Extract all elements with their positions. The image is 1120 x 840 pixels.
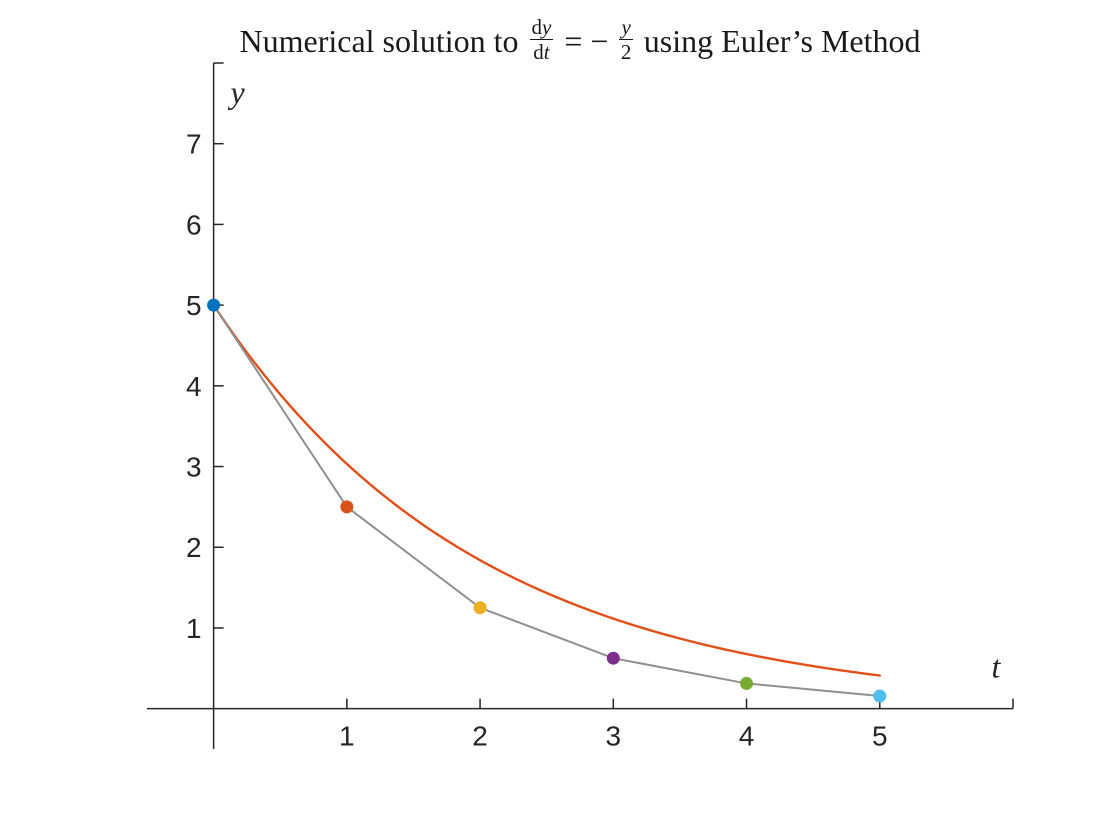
x-tick-label: 3 bbox=[606, 721, 622, 752]
title-frac2-den: 2 bbox=[620, 40, 632, 64]
y-tick-label: 5 bbox=[186, 290, 202, 321]
title-frac1-num-d: d bbox=[531, 15, 543, 40]
euler-steps-line bbox=[212, 304, 880, 698]
title-prefix: Numerical solution to bbox=[239, 22, 519, 59]
title-fraction-y2: y 2 bbox=[619, 15, 633, 64]
y-tick-label: 7 bbox=[186, 129, 202, 160]
title-frac1-den-var: t bbox=[543, 40, 550, 64]
y-axis-label: y bbox=[228, 74, 246, 110]
y-tick-label: 3 bbox=[186, 452, 202, 483]
euler-point-t5 bbox=[873, 689, 887, 703]
euler-point-t4 bbox=[740, 676, 754, 690]
y-tick-label: 4 bbox=[186, 371, 202, 402]
title-relation: = − bbox=[564, 22, 609, 59]
y-tick-label: 6 bbox=[186, 209, 202, 240]
euler-point-t0 bbox=[207, 298, 221, 312]
y-tick-label: 1 bbox=[186, 613, 202, 644]
title-fraction-dydt: dy dt bbox=[529, 15, 554, 64]
euler-point-t1 bbox=[340, 500, 354, 514]
x-tick-label: 4 bbox=[739, 721, 755, 752]
title-frac1-num-var: y bbox=[542, 15, 552, 40]
x-tick-label: 1 bbox=[339, 721, 355, 752]
x-tick-label: 2 bbox=[472, 721, 488, 752]
chart-title: Numerical solution to dy dt = − y 2 usin… bbox=[147, 12, 1013, 70]
euler-point-t3 bbox=[606, 651, 620, 665]
title-frac2-num: y bbox=[619, 15, 633, 40]
x-tick-label: 5 bbox=[872, 721, 888, 752]
title-frac1-den-d: d bbox=[533, 40, 544, 64]
euler-point-t2 bbox=[473, 601, 487, 615]
exact-solution-curve bbox=[212, 303, 881, 677]
title-suffix: using Euler’s Method bbox=[643, 22, 921, 59]
x-axis-label: t bbox=[992, 649, 1002, 685]
y-tick-label: 2 bbox=[186, 532, 202, 563]
